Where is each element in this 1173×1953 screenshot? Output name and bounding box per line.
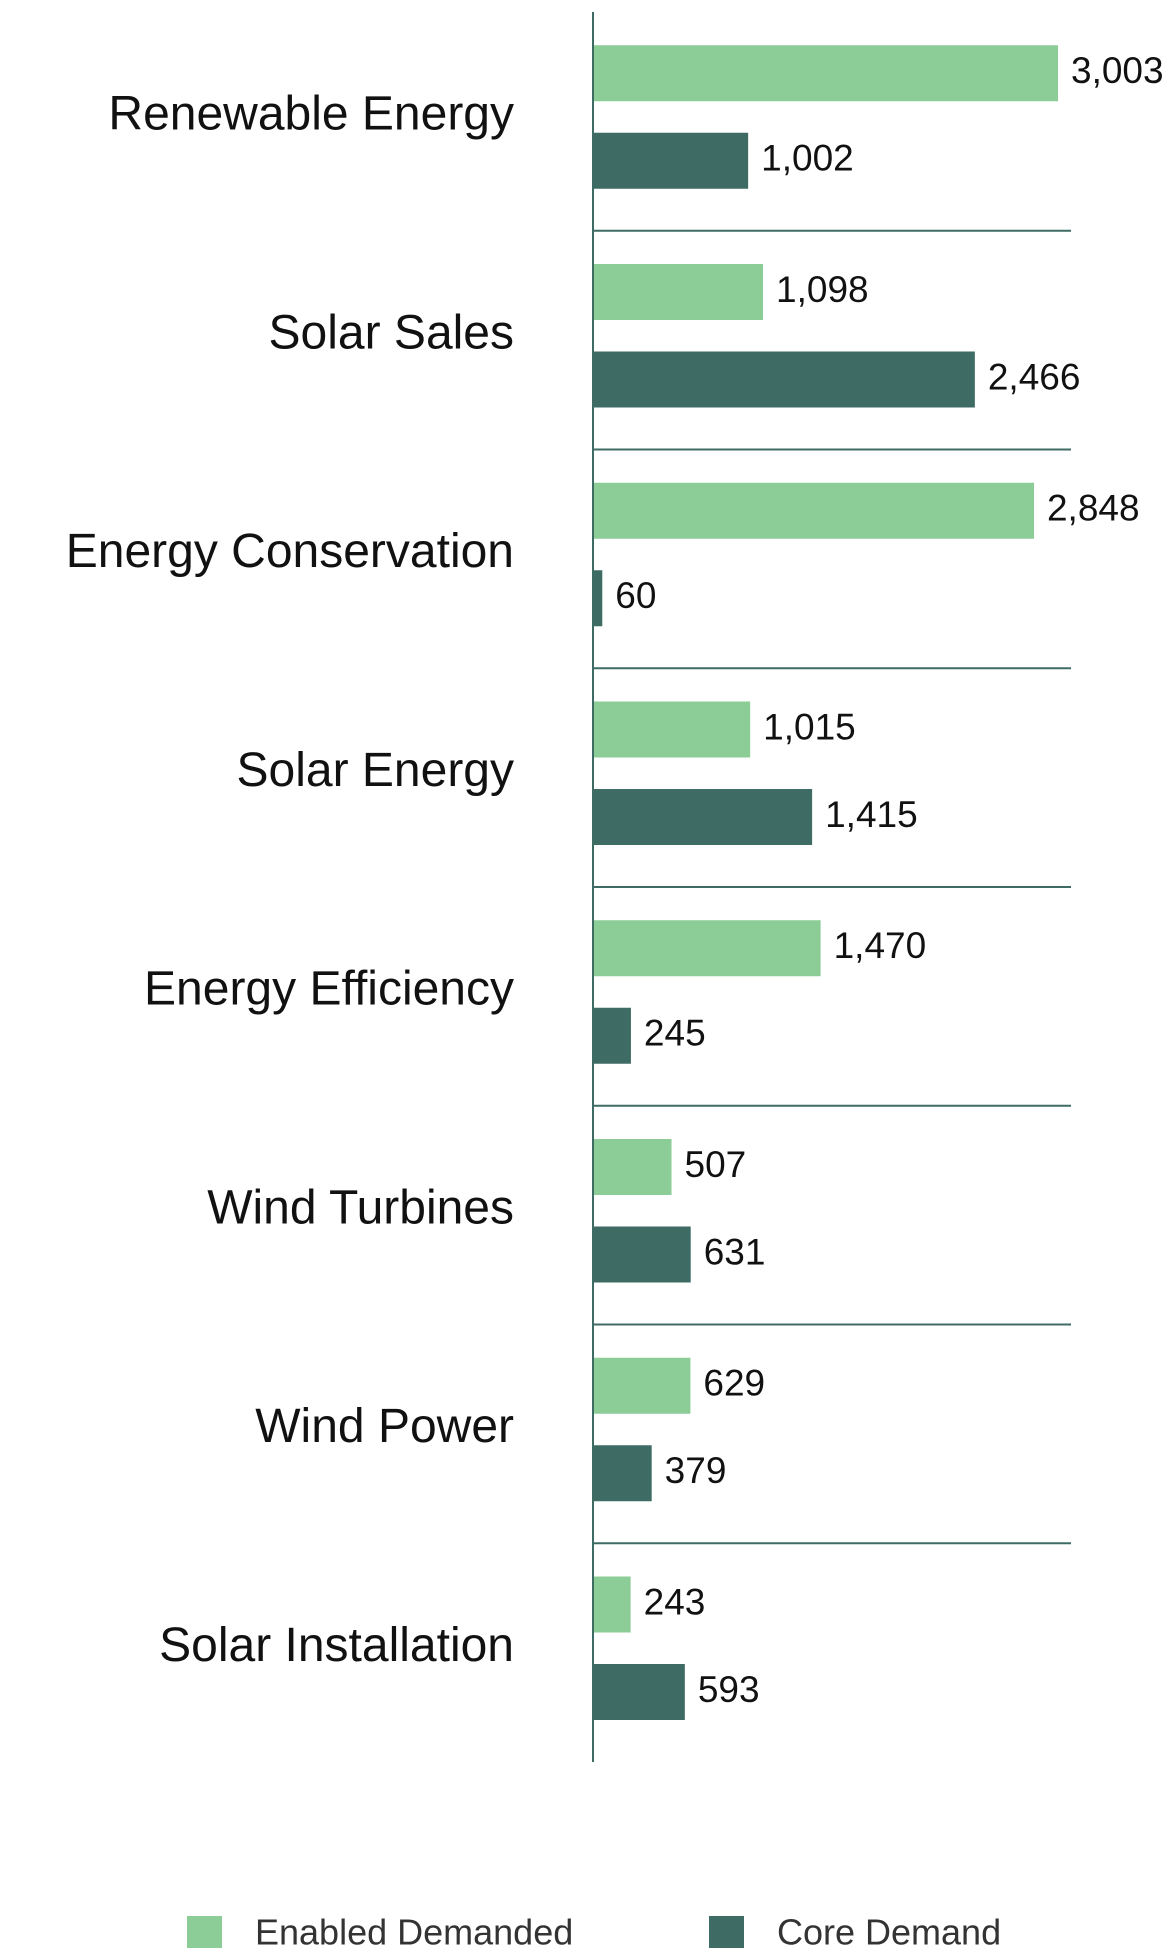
bar [593, 1445, 652, 1502]
legend-swatch [187, 1916, 222, 1951]
bar [593, 1226, 691, 1283]
value-label: 507 [685, 1144, 747, 1185]
category-label: Wind Power [255, 1400, 514, 1453]
legend-label: Core Demand [777, 1912, 1001, 1948]
value-label: 2,848 [1047, 488, 1140, 529]
bar [593, 789, 813, 845]
value-label: 2,466 [988, 356, 1081, 397]
category-label: Wind Turbines [207, 1181, 514, 1234]
bar [593, 1576, 631, 1633]
bar [593, 570, 603, 627]
category-label: Energy Efficiency [144, 963, 514, 1016]
bar [593, 701, 751, 758]
category-label: Energy Conservation [66, 525, 514, 578]
value-label: 1,002 [761, 138, 854, 179]
value-label: 1,015 [763, 706, 856, 747]
value-label: 593 [698, 1669, 760, 1710]
value-label: 1,470 [834, 925, 927, 966]
bar [593, 920, 821, 977]
value-label: 629 [703, 1363, 765, 1404]
bar [593, 132, 749, 189]
bar [593, 1664, 685, 1720]
bar [593, 1007, 631, 1064]
bar [593, 1139, 672, 1195]
category-label: Solar Energy [237, 744, 514, 797]
category-label: Solar Installation [159, 1619, 514, 1672]
value-label: 245 [644, 1013, 706, 1054]
value-label: 243 [644, 1581, 706, 1622]
bar [593, 45, 1058, 102]
bar [593, 1357, 691, 1414]
category-label: Solar Sales [269, 306, 514, 359]
bar [593, 482, 1034, 539]
value-label: 631 [704, 1231, 766, 1272]
value-label: 60 [615, 575, 656, 616]
category-label: Renewable Energy [108, 88, 514, 141]
value-label: 1,098 [776, 269, 869, 310]
legend-label: Enabled Demanded [255, 1912, 573, 1948]
bar [593, 351, 975, 408]
value-label: 3,003 [1071, 50, 1164, 91]
legend-swatch [709, 1916, 744, 1951]
value-label: 1,415 [825, 794, 918, 835]
bar [593, 264, 764, 320]
value-label: 379 [665, 1450, 727, 1491]
